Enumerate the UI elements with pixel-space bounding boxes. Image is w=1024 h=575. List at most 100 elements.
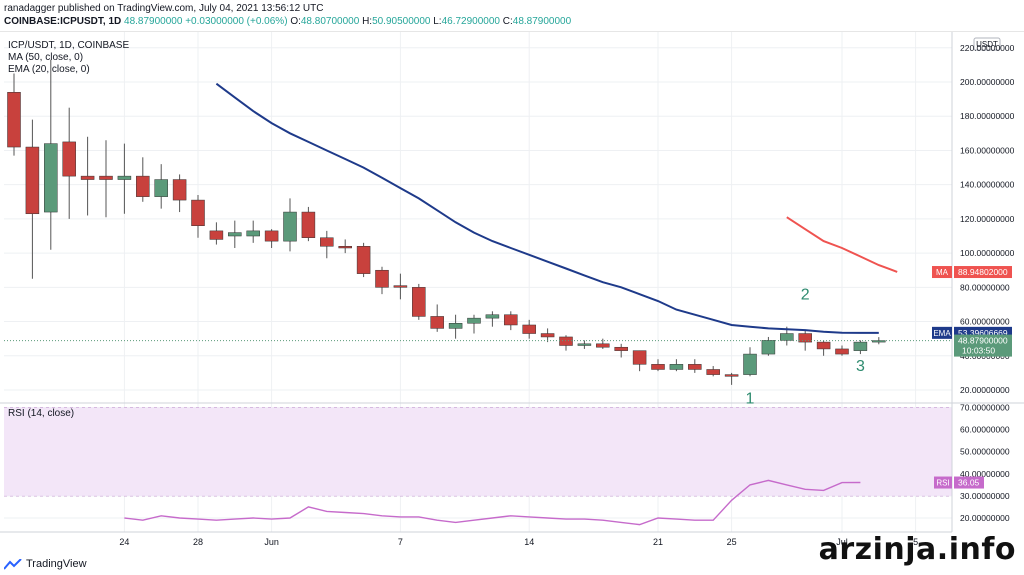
low-value: 46.72900000: [441, 16, 500, 27]
close-label: C:: [502, 16, 513, 27]
y-tick-label: 160.00000000: [960, 145, 1015, 155]
candle-body: [154, 179, 168, 197]
candle: [393, 273, 408, 300]
currency-label: USDT: [976, 40, 998, 49]
candle-body: [816, 341, 831, 350]
candle: [706, 366, 720, 377]
watermark: arzinja.info: [818, 532, 1016, 567]
candle: [761, 336, 776, 356]
countdown-value: 10:03:50: [962, 346, 995, 356]
candle-body: [99, 175, 113, 180]
tradingview-logo[interactable]: TradingView: [4, 558, 87, 570]
candle-body: [136, 175, 150, 197]
candle-body: [25, 146, 40, 215]
tradingview-brand: TradingView: [26, 558, 87, 570]
candle: [872, 337, 886, 345]
candle-body: [283, 211, 297, 242]
candle: [743, 347, 757, 377]
wave-markers: 1 2 3: [746, 286, 865, 407]
rsi-tick-label: 20.00000000: [960, 513, 1010, 523]
candle: [375, 266, 389, 295]
high-value: 50.90500000: [372, 16, 431, 27]
candle: [117, 143, 132, 214]
legend-symbol: ICP/USDT, 1D, COINBASE: [8, 40, 129, 51]
candle-body: [853, 341, 868, 351]
ohlc-line: COINBASE:ICPUSDT, 1D 48.87900000 +0.0300…: [4, 16, 571, 27]
candle-body: [44, 143, 58, 213]
candle: [44, 59, 58, 250]
candle: [467, 314, 481, 334]
candle-body: [780, 333, 794, 341]
candle-body: [596, 343, 610, 348]
candle-body: [669, 364, 684, 370]
candle: [835, 345, 849, 356]
rsi-tag: [934, 476, 952, 489]
candle-body: [522, 324, 536, 334]
chart-header: ranadagger published on TradingView.com,…: [0, 0, 1024, 32]
rsi-legend: RSI (14, close): [8, 408, 74, 419]
candle-body: [7, 92, 21, 148]
y-tick-label: 80.00000000: [960, 282, 1010, 292]
candle-body: [228, 232, 242, 237]
candle: [504, 311, 518, 331]
ema-line: [215, 82, 879, 334]
legend: ICP/USDT, 1D, COINBASE MA (50, close, 0)…: [8, 40, 129, 419]
price-label: MA 88.94802000: [932, 266, 1012, 279]
candle: [356, 242, 371, 278]
legend-ema: EMA (20, close, 0): [8, 64, 90, 75]
price-label-name: EMA: [933, 329, 951, 338]
candle: [320, 230, 334, 259]
candle: [412, 283, 426, 320]
footer: TradingView: [0, 555, 1024, 575]
candle-body: [467, 317, 481, 324]
rsi-current-value: 36.05: [958, 478, 980, 488]
candle: [559, 335, 573, 351]
candle-body: [430, 316, 444, 329]
y-tick-label: 100.00000000: [960, 248, 1015, 258]
y-tick-label: 140.00000000: [960, 180, 1015, 190]
tradingview-icon: [4, 558, 22, 570]
candle: [614, 343, 628, 358]
price-label-value: 53.39606669: [958, 328, 1008, 338]
candle-body: [540, 333, 555, 338]
candle: [448, 314, 463, 339]
x-tick-label: 28: [193, 537, 203, 547]
y-tick-label: 220.00000000: [960, 43, 1015, 53]
candle: [7, 73, 21, 156]
candle-body: [320, 237, 334, 247]
rsi-tick-label: 30.00000000: [960, 491, 1010, 501]
x-tick-label: Jun: [264, 537, 279, 547]
price-label-box: [954, 266, 1012, 279]
y-tick-label: 60.00000000: [960, 317, 1010, 327]
rsi-band: [4, 407, 952, 496]
candle: [301, 206, 316, 242]
candle: [172, 174, 187, 213]
candles: [7, 59, 886, 385]
candle-body: [504, 314, 518, 326]
candle: [62, 107, 76, 219]
candle: [154, 164, 168, 209]
rsi-tick-label: 60.00000000: [960, 425, 1010, 435]
wave-marker: 3: [856, 358, 865, 375]
candle: [577, 340, 592, 349]
candle: [853, 340, 868, 355]
price-label-tag: [932, 266, 952, 279]
candle-body: [559, 336, 573, 346]
rsi-tag-name: RSI: [936, 479, 949, 488]
wave-marker: 1: [746, 391, 755, 408]
candle-body: [117, 175, 132, 180]
candle-body: [209, 230, 224, 240]
ma-line: [786, 216, 898, 273]
y-tick-label: 180.00000000: [960, 111, 1015, 121]
currency-badge: [973, 37, 1001, 51]
price-labels: MA 88.94802000 EMA 53.3960666948.8790000010…: [932, 266, 1012, 489]
candle: [191, 194, 205, 238]
candle: [540, 328, 555, 343]
candle-body: [62, 141, 76, 177]
candle: [136, 157, 150, 202]
open-label: O:: [290, 16, 301, 27]
candle: [228, 220, 242, 248]
low-label: L:: [433, 16, 442, 27]
